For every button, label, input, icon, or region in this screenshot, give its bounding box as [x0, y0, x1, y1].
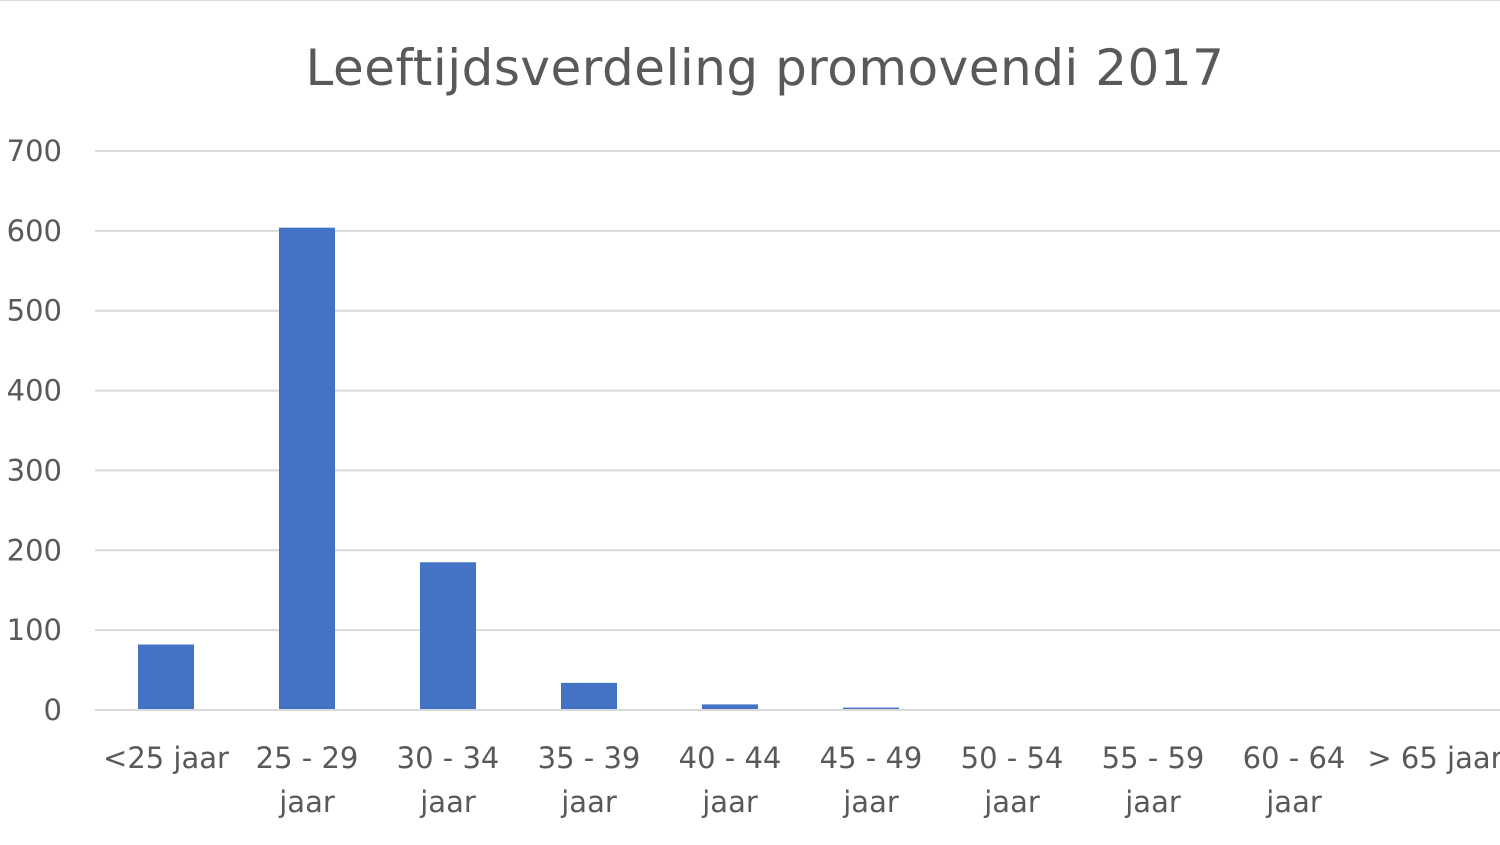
x-category-label-line: jaar: [1265, 785, 1322, 819]
y-tick-label: 300: [7, 453, 62, 487]
x-category-label-line: jaar: [1124, 785, 1181, 819]
x-category-label-line: jaar: [701, 785, 758, 819]
x-category-label: 50 - 54 jaar: [961, 741, 1064, 819]
y-tick-label: 200: [7, 533, 62, 567]
y-tick-label: 500: [7, 294, 62, 328]
x-category-label: 45 - 49 jaar: [820, 741, 923, 819]
bar: [561, 682, 617, 710]
x-category-label-line: 60 - 64: [1243, 741, 1346, 775]
x-category-label-line: jaar: [983, 785, 1040, 819]
x-category-label-line: 50 - 54: [961, 741, 1064, 775]
x-category-label: > 65 jaar: [1367, 741, 1500, 775]
x-category-label: 25 - 29 jaar: [256, 741, 359, 819]
x-category-label-line: jaar: [278, 785, 335, 819]
x-category-label-line: 40 - 44: [679, 741, 782, 775]
x-category-label-line: 55 - 59: [1102, 741, 1205, 775]
x-category-label: 35 - 39 jaar: [538, 741, 641, 819]
x-category-label: 40 - 44 jaar: [679, 741, 782, 819]
y-tick-label: 700: [7, 134, 62, 168]
bar: [279, 227, 335, 711]
chart-title: Leeftijdsverdeling promovendi 2017: [305, 39, 1225, 97]
x-category-label-line: 25 - 29: [256, 741, 359, 775]
x-category-label-line: <25 jaar: [103, 741, 229, 775]
bar: [138, 644, 194, 710]
y-tick-label: 100: [7, 613, 62, 647]
x-category-label-line: 30 - 34: [397, 741, 500, 775]
x-category-label-line: > 65 jaar: [1367, 741, 1500, 775]
x-category-label-line: 35 - 39: [538, 741, 641, 775]
y-tick-label: 600: [7, 214, 62, 248]
x-category-label: <25 jaar: [103, 741, 229, 775]
y-tick-label: 400: [7, 374, 62, 408]
x-category-label-line: jaar: [560, 785, 617, 819]
x-category-label: 60 - 64 jaar: [1243, 741, 1346, 819]
x-category-label: 30 - 34 jaar: [397, 741, 500, 819]
bar: [420, 562, 476, 710]
x-category-label-line: 45 - 49: [820, 741, 923, 775]
x-category-label-line: jaar: [842, 785, 899, 819]
x-category-label: 55 - 59 jaar: [1102, 741, 1205, 819]
bar: [702, 704, 758, 710]
y-tick-label: 0: [44, 693, 62, 727]
bar: [843, 707, 899, 710]
x-category-label-line: jaar: [419, 785, 476, 819]
